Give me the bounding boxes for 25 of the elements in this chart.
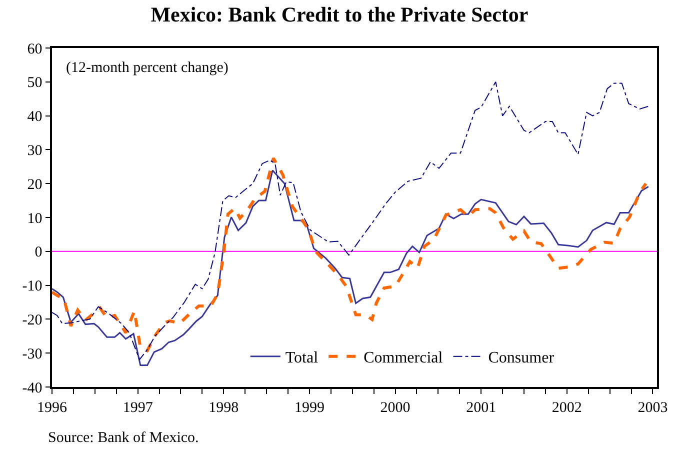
y-tick-label: -30 bbox=[22, 346, 42, 362]
y-tick-label: -20 bbox=[22, 312, 42, 328]
y-tick-label: 60 bbox=[27, 41, 42, 58]
y-tick-label: -10 bbox=[22, 278, 42, 295]
legend-label: Consumer bbox=[488, 350, 555, 367]
y-tick-label: 30 bbox=[27, 142, 42, 159]
y-tick-label: 20 bbox=[27, 176, 42, 193]
x-tick-label: 2001 bbox=[466, 400, 496, 416]
y-tick-label: -40 bbox=[22, 380, 42, 396]
x-tick-label: 2002 bbox=[552, 400, 582, 416]
source-note: Source: Bank of Mexico. bbox=[48, 430, 199, 446]
x-tick-label: 2000 bbox=[380, 400, 410, 416]
x-tick-label: 1998 bbox=[208, 400, 239, 416]
chart-title: Mexico: Bank Credit to the Private Sector bbox=[150, 2, 528, 27]
x-tick-label: 1999 bbox=[294, 400, 324, 416]
y-tick-label: 40 bbox=[27, 109, 42, 126]
legend-label: Commercial bbox=[364, 350, 444, 367]
x-tick-label: 1997 bbox=[122, 400, 154, 416]
legend-label: Total bbox=[285, 350, 319, 367]
x-tick-label: 1996 bbox=[37, 400, 68, 416]
annotation: (12-month percent change) bbox=[66, 60, 228, 76]
y-tick-label: 0 bbox=[34, 244, 42, 261]
y-tick-label: 50 bbox=[27, 75, 42, 92]
x-tick-label: 2003 bbox=[638, 400, 668, 416]
y-tick-label: 10 bbox=[27, 210, 42, 227]
